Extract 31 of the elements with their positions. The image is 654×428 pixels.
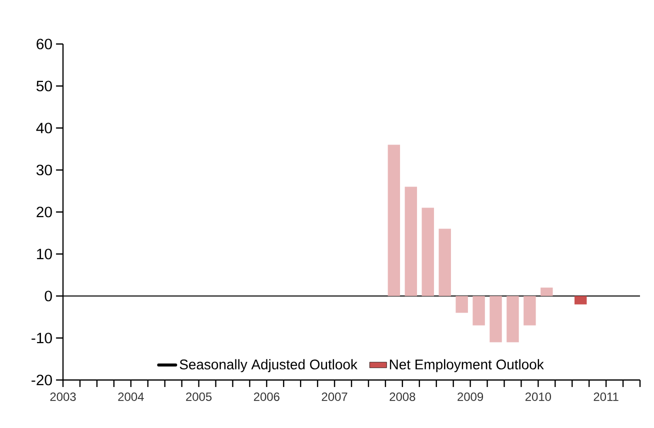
bar — [472, 296, 485, 326]
bar — [456, 296, 468, 313]
x-tick-label: 2004 — [118, 392, 144, 401]
legend-label: Net Employment Outlook — [390, 359, 544, 372]
bar — [574, 296, 587, 304]
x-tick-label: 2003 — [50, 392, 76, 401]
bar — [388, 144, 400, 296]
y-tick-label: -10 — [32, 332, 52, 344]
x-tick-label: 2011 — [594, 392, 618, 401]
bar — [490, 296, 502, 342]
x-tick-label: 2008 — [390, 392, 416, 401]
legend-label: Seasonally Adjusted Outlook — [180, 359, 358, 372]
bar — [524, 296, 536, 326]
bar — [404, 186, 418, 296]
y-tick-label: 50 — [36, 80, 52, 92]
bar — [438, 228, 451, 296]
x-tick-label: 2010 — [525, 392, 552, 401]
y-tick-label: 40 — [36, 122, 52, 134]
bar — [540, 288, 553, 296]
x-tick-label: 2009 — [458, 392, 484, 401]
bar — [506, 296, 519, 342]
bar — [422, 208, 434, 296]
y-tick-label: 20 — [36, 206, 52, 218]
x-tick-label: 2005 — [186, 392, 212, 401]
y-tick-label: 30 — [36, 164, 52, 176]
y-tick-label: 10 — [37, 248, 52, 260]
y-tick-label: 0 — [44, 290, 52, 302]
x-tick-label: 2006 — [254, 392, 280, 401]
y-tick-label: 60 — [36, 38, 52, 50]
x-tick-label: 2007 — [322, 392, 348, 401]
y-tick-label: -20 — [32, 374, 52, 386]
